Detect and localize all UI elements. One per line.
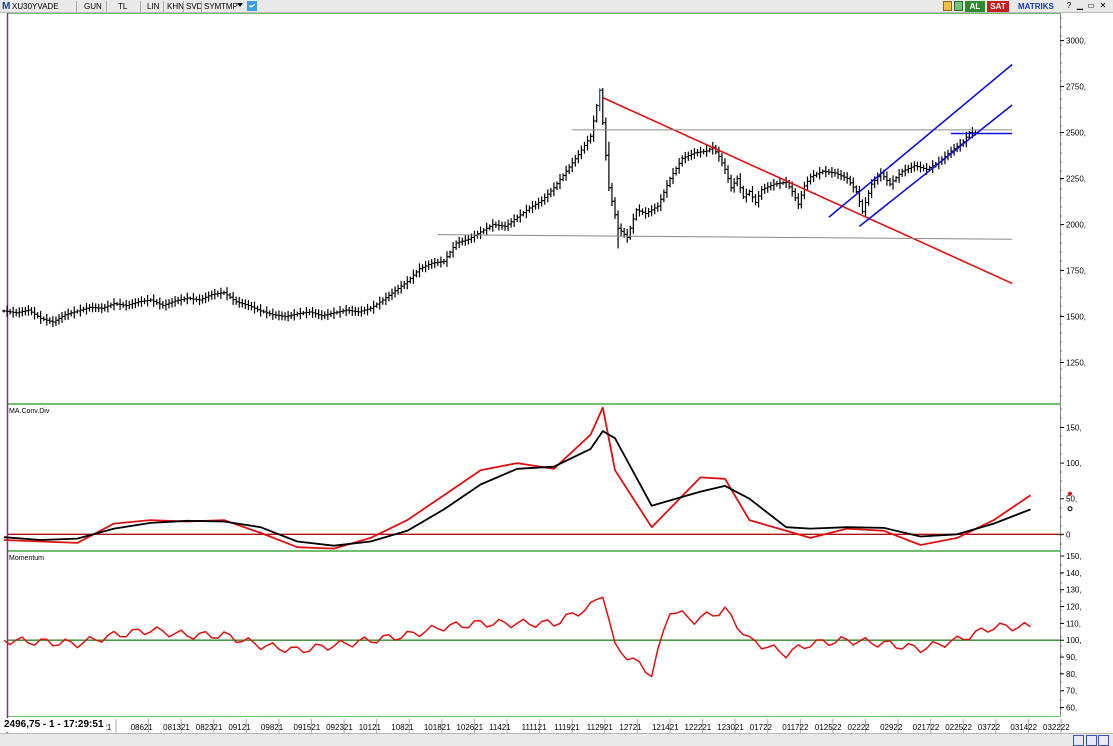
x-date-label: 022522: [945, 723, 972, 732]
x-date-label: 111921: [554, 723, 580, 732]
price-tick-label: 2000,: [1066, 221, 1086, 230]
momentum-tick-label: 120,: [1066, 603, 1082, 612]
x-date-label: 12721: [619, 723, 642, 732]
x-date-label: 121421: [652, 723, 679, 732]
sell-button[interactable]: SAT: [987, 1, 1009, 12]
trend-line-red: [602, 96, 1013, 285]
x-date-label: 082321: [196, 723, 223, 732]
top-toolbar: M XU30YVADE GUN TL LIN KHN SVD SYM TMP A…: [0, 0, 1113, 13]
macd-last-value-marker: [1068, 491, 1072, 496]
momentum-tick-label: 150,: [1066, 552, 1082, 561]
price-tick-label: 1250,: [1066, 359, 1086, 368]
price-bars: [2, 88, 978, 328]
x-date-label: 102621: [456, 723, 483, 732]
toolbar-divider: [140, 1, 141, 12]
macd-tick-label: 0: [1066, 530, 1071, 539]
x-date-label: 122221: [685, 723, 712, 732]
x-date-label: 021722: [913, 723, 940, 732]
price-panel-frame: [7, 13, 1061, 404]
brand-label: MATRIKS: [1018, 2, 1054, 11]
x-date-label: 081321: [163, 723, 190, 732]
macd-tick-label: 50,: [1066, 495, 1077, 504]
x-date-label: 091521: [294, 723, 321, 732]
momentum-series-red: [3, 596, 1031, 678]
scroll-controls[interactable]: [1073, 735, 1109, 746]
momentum-tick-label: 90,: [1066, 653, 1077, 662]
macd-series-black: [3, 430, 1031, 547]
macd-panel-frame: [7, 404, 1061, 551]
x-date-label: 011722: [782, 723, 809, 732]
app-logo[interactable]: M: [2, 1, 11, 12]
x-date-label: 11421: [489, 723, 511, 732]
momentum-tick-label: 110,: [1066, 619, 1081, 628]
bottom-bar: [0, 733, 1113, 746]
macd-tick-label: 100,: [1066, 459, 1082, 468]
price-tick-label: 2250,: [1066, 175, 1086, 184]
chart-icon[interactable]: [954, 1, 963, 11]
x-date-label: 10821: [391, 723, 414, 732]
bell-icon[interactable]: [943, 1, 952, 11]
channel-line-blue: [828, 63, 1013, 218]
price-tick-label: 1750,: [1066, 267, 1086, 276]
x-date-label: 101821: [424, 723, 451, 732]
x-date-label: 092321: [326, 723, 353, 732]
x-date-label: 10121: [359, 723, 382, 732]
horizontal-line-gray: [437, 234, 1013, 240]
tmp-button[interactable]: TMP: [221, 2, 238, 11]
close-icon[interactable]: ✕: [1099, 1, 1107, 10]
toolbar-divider: [163, 1, 164, 12]
macd-tick-label: 150,: [1066, 424, 1082, 433]
x-date-label: 02222: [847, 723, 870, 732]
signal-last-value-marker: [1067, 506, 1073, 512]
price-tick-label: 2500,: [1066, 129, 1086, 138]
momentum-tick-label: 70,: [1066, 687, 1077, 696]
sym-button[interactable]: SYM: [204, 2, 222, 11]
x-date-label: 123021: [717, 723, 744, 732]
toolbar-divider: [76, 1, 77, 12]
toolbar-divider: [201, 1, 202, 12]
x-date-label: 09821: [261, 723, 284, 732]
momentum-tick-label: 100,: [1066, 636, 1082, 645]
toolbar-divider: [183, 1, 184, 12]
x-date-label: 012522: [815, 723, 842, 732]
twitter-icon[interactable]: [247, 1, 257, 11]
tl-button[interactable]: TL: [118, 2, 128, 11]
x-date-label: 111121: [522, 723, 547, 732]
chart-area[interactable]: 3000, 2750, 2500, 2250, 2000, 1750, 1500, 1250,…: [0, 13, 1113, 733]
x-date-label: 08621: [131, 723, 154, 732]
svd-button[interactable]: SVD: [186, 2, 203, 11]
channel-line-blue: [858, 104, 1013, 228]
toolbar-divider: [106, 1, 107, 12]
dropdown-arrow-icon[interactable]: [237, 3, 243, 7]
restore-icon[interactable]: ▭: [1087, 1, 1095, 10]
macd-title: MA.Conv.Div: [9, 408, 50, 415]
buy-button[interactable]: AL: [965, 1, 985, 12]
price-tick-label: 3000,: [1066, 37, 1086, 46]
momentum-tick-label: 60,: [1066, 704, 1077, 713]
help-icon[interactable]: ?: [1066, 1, 1072, 10]
x-date-label: 09121: [228, 723, 251, 732]
momentum-tick-label: 130,: [1066, 586, 1082, 595]
momentum-title: Momentum: [9, 555, 44, 562]
price-tick-label: 2750,: [1066, 83, 1086, 92]
x-date-label: 112921: [587, 723, 614, 732]
price-readout: 2496,75 - 1 - 17:29:51: [2, 718, 106, 732]
x-date-label: 032222: [1043, 723, 1070, 732]
minimize-icon[interactable]: ▁: [1076, 1, 1084, 10]
lin-button[interactable]: LIN: [147, 2, 160, 11]
symbol-selector[interactable]: XU30YVADE: [12, 2, 59, 11]
gun-button[interactable]: GUN: [84, 2, 102, 11]
x-date-label: 031422: [1010, 723, 1037, 732]
khn-button[interactable]: KHN: [167, 2, 184, 11]
momentum-tick-label: 140,: [1066, 569, 1082, 578]
price-tick-label: 1500,: [1066, 313, 1086, 322]
x-date-label: 02922: [880, 723, 903, 732]
momentum-tick-label: 80,: [1066, 670, 1077, 679]
window-controls: ? ▁ ▭ ✕: [1062, 0, 1112, 12]
x-date-label: 03722: [978, 723, 1001, 732]
x-date-label: 01722: [750, 723, 773, 732]
